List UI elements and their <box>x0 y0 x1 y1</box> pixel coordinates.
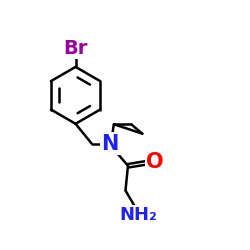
Text: N: N <box>102 134 119 154</box>
Text: NH₂: NH₂ <box>120 206 157 224</box>
Text: Br: Br <box>63 39 88 58</box>
Text: O: O <box>146 152 164 172</box>
